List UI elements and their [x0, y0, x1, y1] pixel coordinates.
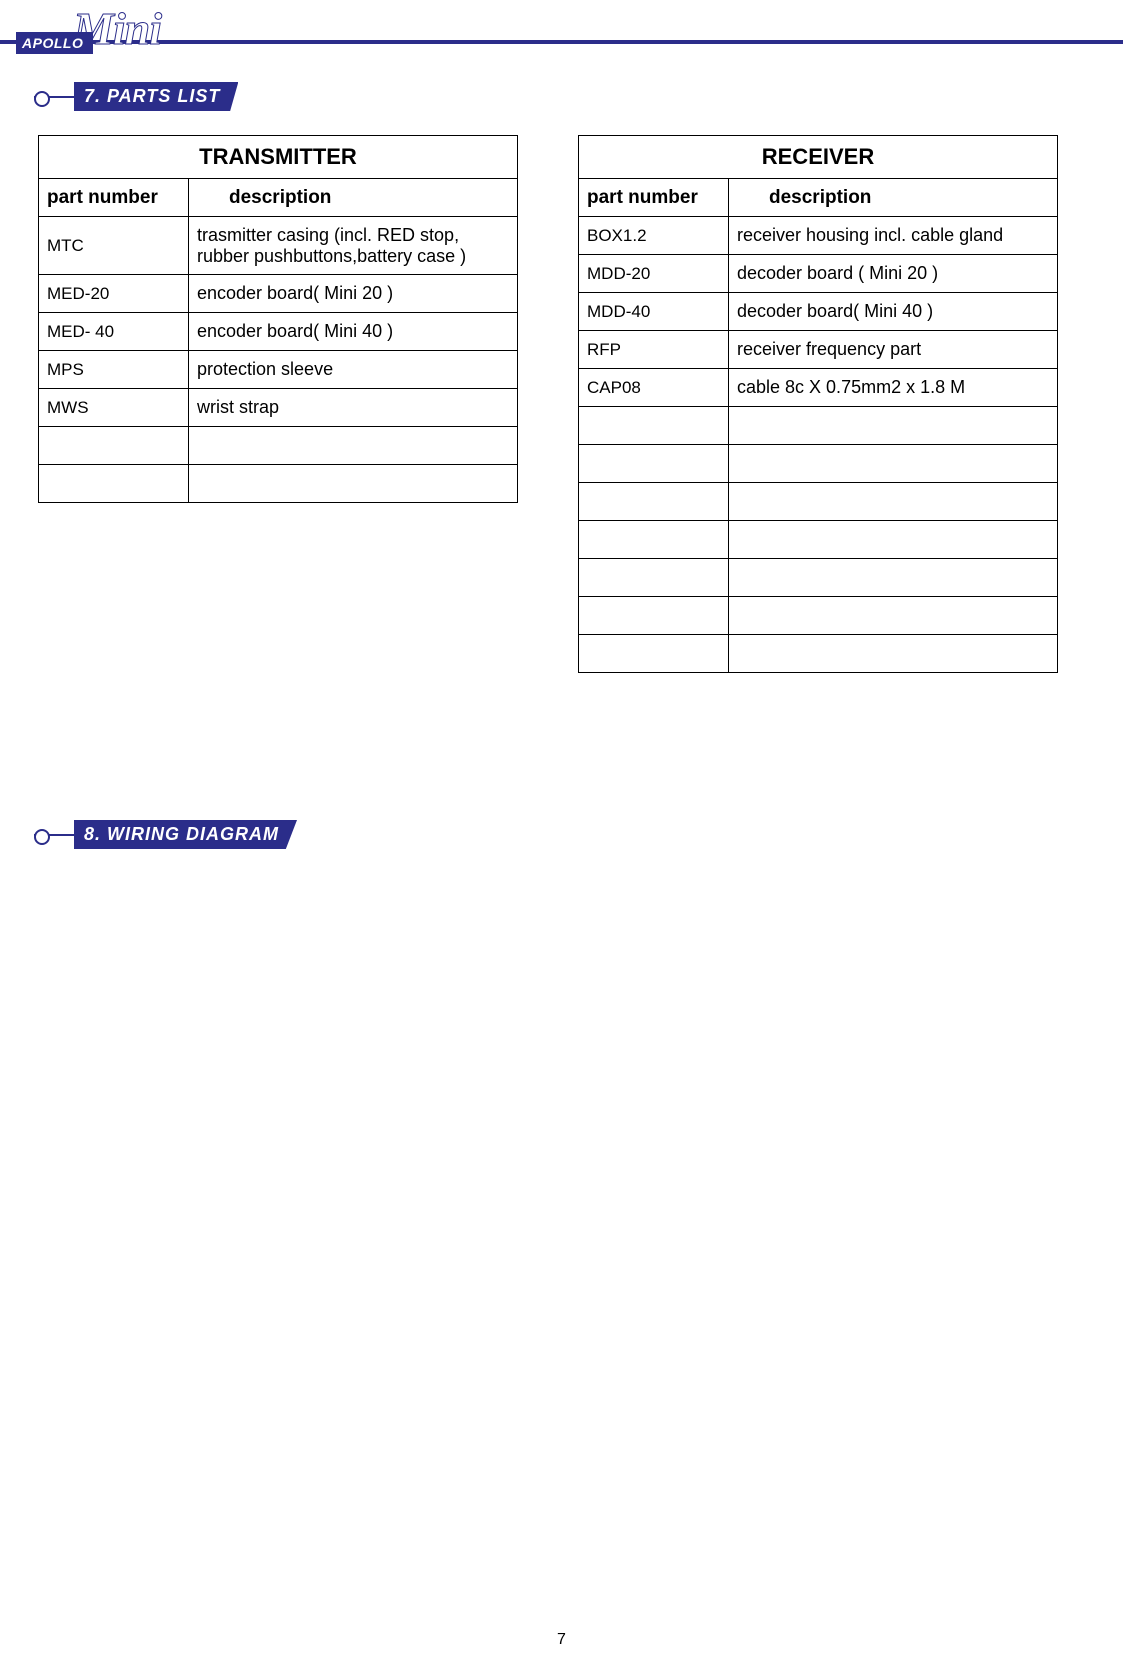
cell-description: [729, 559, 1058, 597]
section-heading-parts: 7. PARTS LIST: [34, 82, 238, 111]
section-heading-wiring: 8. WIRING DIAGRAM: [34, 820, 297, 849]
table-row: [579, 445, 1058, 483]
col-header-desc: description: [189, 179, 518, 217]
cell-part-number: [39, 465, 189, 503]
table-row: MPSprotection sleeve: [39, 351, 518, 389]
page-number: 7: [0, 1631, 1123, 1649]
table-header-row: part number description: [579, 179, 1058, 217]
cell-part-number: BOX1.2: [579, 217, 729, 255]
cell-part-number: MED- 40: [39, 313, 189, 351]
table-row: [579, 635, 1058, 673]
cell-part-number: [579, 521, 729, 559]
brand-name: APOLLO: [16, 32, 93, 54]
brand-logo: Mini APOLLO: [8, 8, 168, 50]
col-header-desc: description: [729, 179, 1058, 217]
cell-part-number: [579, 483, 729, 521]
cell-description: [729, 483, 1058, 521]
cell-part-number: [579, 635, 729, 673]
cell-description: [729, 597, 1058, 635]
cell-description: receiver frequency part: [729, 331, 1058, 369]
table-row: [579, 559, 1058, 597]
table-row: BOX1.2receiver housing incl. cable gland: [579, 217, 1058, 255]
cell-part-number: [579, 597, 729, 635]
cell-description: trasmitter casing (incl. RED stop, rubbe…: [189, 217, 518, 275]
table-row: MDD-20decoder board ( Mini 20 ): [579, 255, 1058, 293]
parts-tables: TRANSMITTER part number description MTCt…: [38, 135, 1063, 673]
receiver-table: RECEIVER part number description BOX1.2r…: [578, 135, 1058, 673]
table-title: TRANSMITTER: [39, 136, 518, 179]
cell-description: receiver housing incl. cable gland: [729, 217, 1058, 255]
cell-part-number: MDD-40: [579, 293, 729, 331]
header-rule: [0, 40, 1123, 44]
cell-description: encoder board( Mini 20 ): [189, 275, 518, 313]
cell-part-number: [39, 427, 189, 465]
cell-description: [729, 635, 1058, 673]
cell-part-number: MDD-20: [579, 255, 729, 293]
cell-description: [729, 521, 1058, 559]
table-title-row: TRANSMITTER: [39, 136, 518, 179]
heading-connector-icon: [34, 834, 74, 836]
cell-description: [189, 427, 518, 465]
cell-part-number: [579, 559, 729, 597]
heading-label: 8. WIRING DIAGRAM: [74, 820, 297, 849]
cell-part-number: [579, 445, 729, 483]
table-row: [39, 465, 518, 503]
table-header-row: part number description: [39, 179, 518, 217]
cell-part-number: RFP: [579, 331, 729, 369]
heading-label: 7. PARTS LIST: [74, 82, 238, 111]
cell-part-number: MPS: [39, 351, 189, 389]
table-title-row: RECEIVER: [579, 136, 1058, 179]
table-row: MED-20encoder board( Mini 20 ): [39, 275, 518, 313]
cell-description: [729, 445, 1058, 483]
table-row: RFPreceiver frequency part: [579, 331, 1058, 369]
table-row: [579, 407, 1058, 445]
col-header-pn: part number: [39, 179, 189, 217]
table-row: [579, 483, 1058, 521]
cell-description: decoder board ( Mini 20 ): [729, 255, 1058, 293]
table-row: CAP08cable 8c X 0.75mm2 x 1.8 M: [579, 369, 1058, 407]
cell-description: wrist strap: [189, 389, 518, 427]
cell-description: cable 8c X 0.75mm2 x 1.8 M: [729, 369, 1058, 407]
heading-connector-icon: [34, 96, 74, 98]
cell-description: [729, 407, 1058, 445]
cell-part-number: MWS: [39, 389, 189, 427]
table-row: [39, 427, 518, 465]
table-row: MDD-40decoder board( Mini 40 ): [579, 293, 1058, 331]
table-title: RECEIVER: [579, 136, 1058, 179]
table-row: MED- 40encoder board( Mini 40 ): [39, 313, 518, 351]
col-header-pn: part number: [579, 179, 729, 217]
cell-description: encoder board( Mini 40 ): [189, 313, 518, 351]
table-row: MTCtrasmitter casing (incl. RED stop, ru…: [39, 217, 518, 275]
cell-description: decoder board( Mini 40 ): [729, 293, 1058, 331]
table-row: [579, 597, 1058, 635]
transmitter-table: TRANSMITTER part number description MTCt…: [38, 135, 518, 503]
cell-description: protection sleeve: [189, 351, 518, 389]
cell-part-number: MED-20: [39, 275, 189, 313]
table-row: MWSwrist strap: [39, 389, 518, 427]
cell-description: [189, 465, 518, 503]
cell-part-number: MTC: [39, 217, 189, 275]
table-row: [579, 521, 1058, 559]
cell-part-number: CAP08: [579, 369, 729, 407]
cell-part-number: [579, 407, 729, 445]
